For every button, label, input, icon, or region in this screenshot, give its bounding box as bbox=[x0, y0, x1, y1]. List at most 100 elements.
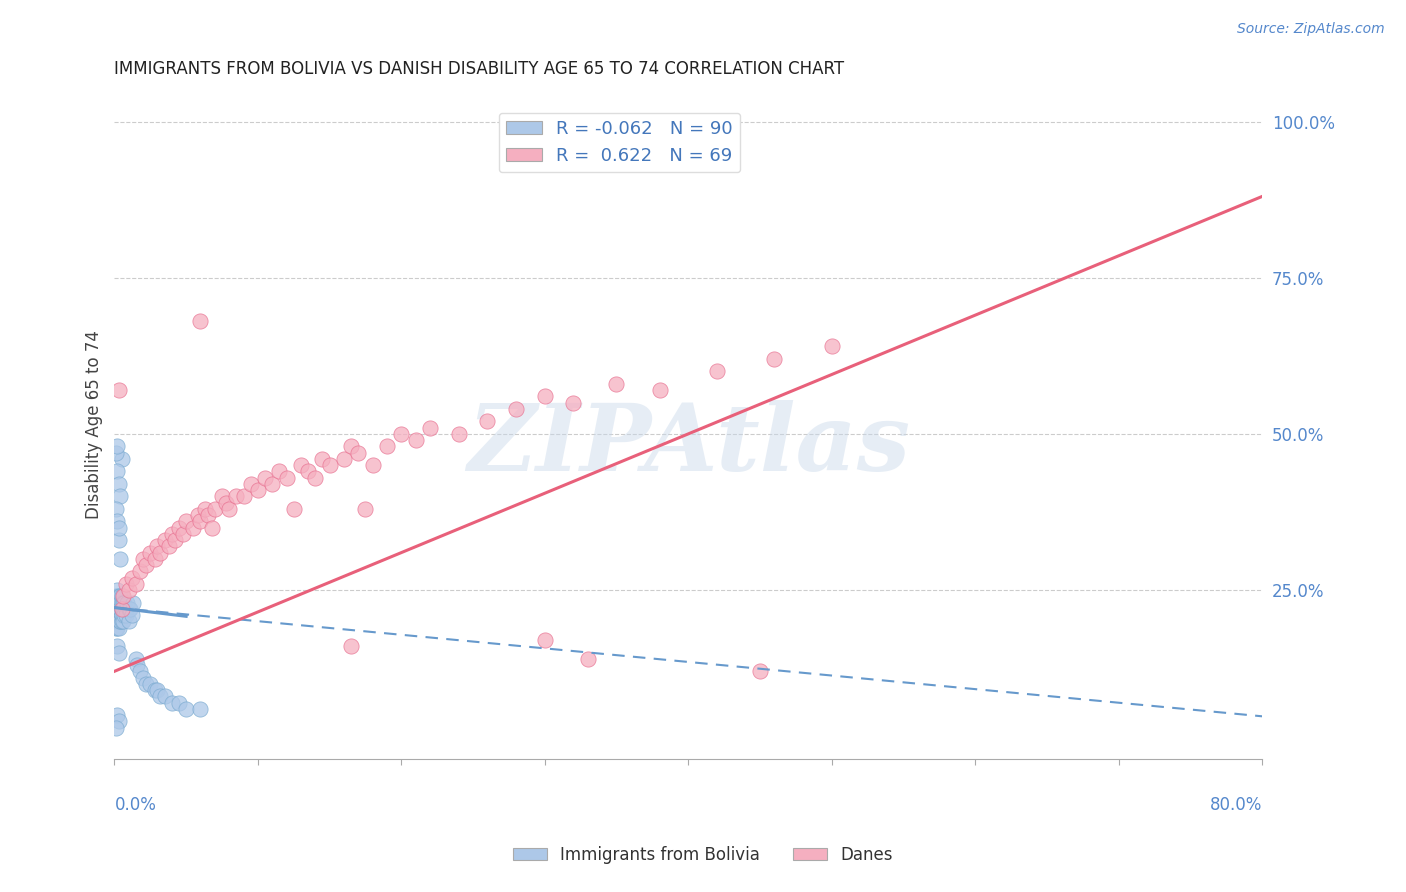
Point bbox=[419, 420, 441, 434]
Point bbox=[194, 501, 217, 516]
Point bbox=[105, 583, 128, 598]
Point bbox=[110, 602, 132, 616]
Point bbox=[104, 608, 127, 623]
Point bbox=[104, 602, 127, 616]
Point bbox=[114, 602, 136, 616]
Point bbox=[104, 596, 127, 610]
Point bbox=[157, 540, 180, 554]
Point bbox=[749, 665, 772, 679]
Point bbox=[104, 590, 127, 604]
Point bbox=[104, 721, 127, 735]
Y-axis label: Disability Age 65 to 74: Disability Age 65 to 74 bbox=[86, 330, 103, 519]
Point bbox=[107, 596, 129, 610]
Point bbox=[111, 590, 134, 604]
Point bbox=[108, 602, 131, 616]
Point bbox=[108, 608, 131, 623]
Point bbox=[107, 602, 129, 616]
Point bbox=[105, 596, 128, 610]
Point bbox=[107, 533, 129, 548]
Point bbox=[110, 596, 132, 610]
Point bbox=[218, 501, 240, 516]
Point bbox=[174, 702, 197, 716]
Point bbox=[121, 608, 143, 623]
Point bbox=[107, 646, 129, 660]
Point bbox=[108, 615, 131, 629]
Point bbox=[340, 640, 363, 654]
Point bbox=[105, 596, 128, 610]
Point bbox=[104, 445, 127, 459]
Point bbox=[107, 714, 129, 729]
Point bbox=[125, 652, 148, 666]
Point bbox=[107, 615, 129, 629]
Point bbox=[129, 665, 152, 679]
Point bbox=[354, 501, 377, 516]
Point bbox=[347, 445, 370, 459]
Point bbox=[107, 602, 129, 616]
Legend: Immigrants from Bolivia, Danes: Immigrants from Bolivia, Danes bbox=[506, 839, 900, 871]
Text: ZIPAtlas: ZIPAtlas bbox=[467, 400, 910, 490]
Point bbox=[297, 464, 319, 478]
Point bbox=[108, 602, 131, 616]
Point bbox=[107, 608, 129, 623]
Point bbox=[115, 608, 138, 623]
Point bbox=[163, 533, 186, 548]
Point bbox=[821, 339, 844, 353]
Point bbox=[129, 565, 152, 579]
Point bbox=[105, 439, 128, 453]
Point bbox=[146, 683, 169, 698]
Point bbox=[104, 621, 127, 635]
Point bbox=[533, 633, 555, 648]
Point bbox=[135, 677, 157, 691]
Point bbox=[340, 439, 363, 453]
Point bbox=[111, 615, 134, 629]
Text: IMMIGRANTS FROM BOLIVIA VS DANISH DISABILITY AGE 65 TO 74 CORRELATION CHART: IMMIGRANTS FROM BOLIVIA VS DANISH DISABI… bbox=[114, 60, 845, 78]
Point bbox=[105, 615, 128, 629]
Point bbox=[172, 527, 194, 541]
Point bbox=[114, 596, 136, 610]
Point bbox=[375, 439, 398, 453]
Point bbox=[143, 552, 166, 566]
Text: 0.0%: 0.0% bbox=[114, 796, 156, 814]
Point bbox=[125, 577, 148, 591]
Point bbox=[108, 608, 131, 623]
Point bbox=[160, 696, 183, 710]
Point bbox=[108, 590, 131, 604]
Point bbox=[706, 364, 728, 378]
Point bbox=[139, 546, 162, 560]
Point bbox=[110, 608, 132, 623]
Point bbox=[107, 520, 129, 534]
Point bbox=[648, 383, 671, 397]
Point bbox=[108, 552, 131, 566]
Point bbox=[225, 489, 247, 503]
Point bbox=[276, 470, 298, 484]
Point bbox=[146, 540, 169, 554]
Point bbox=[105, 621, 128, 635]
Point bbox=[118, 602, 141, 616]
Text: Source: ZipAtlas.com: Source: ZipAtlas.com bbox=[1237, 22, 1385, 37]
Point bbox=[105, 590, 128, 604]
Text: 80.0%: 80.0% bbox=[1209, 796, 1263, 814]
Point bbox=[239, 476, 262, 491]
Point bbox=[105, 708, 128, 723]
Point bbox=[108, 596, 131, 610]
Point bbox=[576, 652, 599, 666]
Point bbox=[105, 608, 128, 623]
Point bbox=[197, 508, 219, 522]
Point bbox=[108, 596, 131, 610]
Point bbox=[127, 658, 149, 673]
Point bbox=[104, 615, 127, 629]
Point bbox=[110, 615, 132, 629]
Point bbox=[120, 602, 142, 616]
Point bbox=[132, 671, 155, 685]
Point bbox=[160, 527, 183, 541]
Point bbox=[304, 470, 326, 484]
Point bbox=[215, 495, 238, 509]
Point bbox=[104, 501, 127, 516]
Point bbox=[605, 376, 627, 391]
Point bbox=[107, 621, 129, 635]
Point bbox=[201, 520, 224, 534]
Point bbox=[211, 489, 233, 503]
Point bbox=[232, 489, 254, 503]
Point bbox=[333, 451, 356, 466]
Point bbox=[107, 615, 129, 629]
